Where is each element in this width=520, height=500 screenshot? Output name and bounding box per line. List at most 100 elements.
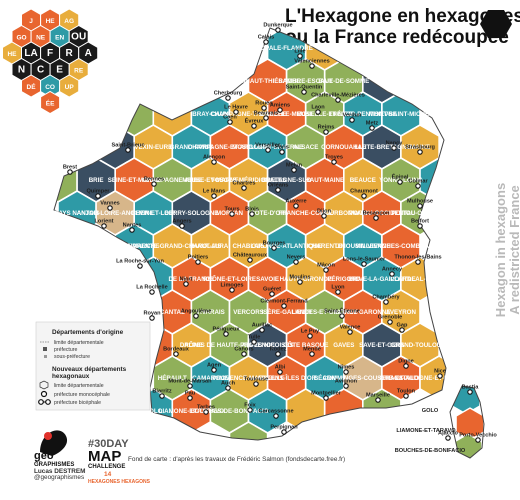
prefecture-marker: [375, 397, 381, 403]
legend-section2-item-1: préfecture monocéphale: [54, 392, 110, 398]
region-label-corsica: GOLO: [422, 408, 439, 414]
prefecture-marker: [279, 149, 285, 155]
prefecture-marker: [247, 407, 253, 413]
city-label: Alençon: [203, 155, 226, 161]
prefecture-marker: [293, 203, 299, 209]
logo-letter: N: [18, 65, 25, 76]
region-label: CAMARGUE: [192, 375, 228, 382]
prefecture-marker: [301, 89, 307, 95]
prefecture-marker: [475, 437, 481, 443]
prefecture-marker: [251, 339, 257, 345]
hex-logo: J HE AG GO NE EN OU HE LA F R A N C E RE DÉ CO UP ÉE: [2, 8, 99, 115]
region-label: BRAY-CAUX: [192, 111, 229, 118]
region-label: BRIVE-LA-GAILLARDE: [348, 276, 415, 283]
region-label: BOUCHES-DE-BONIFACIO: [190, 408, 268, 415]
city-label: Angers: [172, 219, 191, 225]
city-label: Épinal: [392, 173, 409, 181]
prefecture-marker: [445, 435, 451, 441]
prefecture-marker: [149, 289, 155, 295]
legend-bicephal-prefecture-icon-b: [45, 399, 51, 405]
prefecture-marker: [387, 319, 393, 325]
region-label: LANDES-ET-GIRONDE: [292, 309, 358, 316]
region-label: GRAND-PARIS: [170, 144, 213, 151]
logo-letter: C: [37, 65, 44, 76]
prefecture-marker: [259, 327, 265, 333]
city-label: Toulon: [397, 389, 416, 395]
prefecture-marker: [309, 63, 315, 69]
logo-letter: AG: [64, 18, 74, 25]
legend-section2-title-line2: hexagonaux: [52, 373, 90, 380]
prefecture-marker: [261, 105, 267, 111]
region-label: GAVES: [333, 342, 354, 349]
region-labels: OPALE-FLANDRE HAINAUT-THIÉRACHESAMBRE-ESC…: [55, 45, 485, 454]
city-label: Lyon: [331, 285, 345, 291]
region-label: SAMBRE-ESCAUT: [279, 78, 334, 85]
city-label: Charleville-Mézières: [311, 93, 365, 99]
region-label: ORB-ET-AUDE: [379, 375, 422, 382]
region-label: VOSGES-MÉRIDIONALES: [211, 176, 287, 184]
logo-word1: géo: [34, 450, 54, 462]
prefecture-marker: [339, 313, 345, 319]
city-label: Lons-le-Saunier: [343, 257, 386, 263]
prefecture-marker: [281, 303, 287, 309]
region-label: BRIE: [89, 177, 104, 184]
prefecture-marker: [403, 393, 409, 399]
region-label: SAVOIE: [256, 276, 279, 283]
city-label: Clermont-Ferrand: [260, 299, 308, 305]
region-label: HAUT-MAINE: [305, 177, 344, 184]
legend-hex-border-icon: [39, 380, 49, 390]
legend-section1-item-2: sous-préfecture: [54, 354, 90, 360]
city-label: Agen: [207, 363, 222, 369]
prefecture-marker: [269, 291, 275, 297]
logo-letter: R: [66, 48, 74, 59]
region-label: MOSELLE-MEUSE: [260, 111, 314, 118]
city-label: Calais: [258, 35, 274, 41]
city-label: Rodez: [270, 347, 287, 353]
legend-box: [35, 321, 151, 411]
city-label: Reims: [318, 125, 335, 131]
city-label: Metz: [366, 121, 379, 127]
city-label: Moulins: [289, 275, 310, 281]
city-label: Auch: [221, 381, 236, 387]
title-hexagon-icon: [480, 10, 512, 38]
prefecture-marker: [187, 395, 193, 401]
city-label: Blois: [245, 207, 259, 213]
region-label: HAUTE-BRETAGNE: [353, 144, 411, 151]
prefecture-marker: [281, 429, 287, 435]
prefecture-marker: [369, 125, 375, 131]
prefecture-marker: [323, 395, 329, 401]
city-label: Nantes: [123, 223, 142, 229]
prefecture-marker: [343, 383, 349, 389]
region-label-corsica: LIAMONE-ET-TARAVO: [396, 428, 456, 434]
prefecture-marker: [275, 351, 281, 357]
prefecture-marker: [195, 259, 201, 265]
city-label: Amiens: [270, 103, 290, 109]
prefecture-marker: [391, 145, 397, 151]
legend-section2-title-line1: Nouveaux départements: [52, 366, 127, 373]
prefecture-marker: [225, 95, 231, 101]
city-label: Royan: [143, 311, 161, 317]
city-label: Bordeaux: [163, 347, 190, 353]
city-label: Nice: [434, 369, 446, 375]
prefecture-marker: [291, 167, 297, 173]
region-label: ALPES NIÇOISES: [242, 342, 294, 349]
prefecture-marker: [203, 409, 209, 415]
prefecture-marker: [187, 383, 193, 389]
region-label: POITOU-ORIENTAL: [392, 210, 449, 217]
prefecture-marker: [125, 147, 131, 153]
prefecture-marker: [323, 129, 329, 135]
city-label: Mulhouse: [407, 199, 433, 205]
city-label: Chaumont: [350, 189, 378, 195]
city-label: Mende: [303, 347, 321, 353]
prefecture-marker: [179, 223, 185, 229]
prefecture-marker: [67, 169, 73, 175]
prefecture-marker: [277, 107, 283, 113]
region-label: HÉRAULT: [158, 374, 187, 382]
logo-letter: HE: [46, 18, 56, 25]
region-label: AVEYRON: [386, 309, 417, 316]
logo-red-dot-icon: [44, 432, 52, 440]
prefecture-marker: [335, 289, 341, 295]
city-label: La Roche-sur-Yon: [116, 259, 164, 265]
prefecture-marker: [173, 351, 179, 357]
